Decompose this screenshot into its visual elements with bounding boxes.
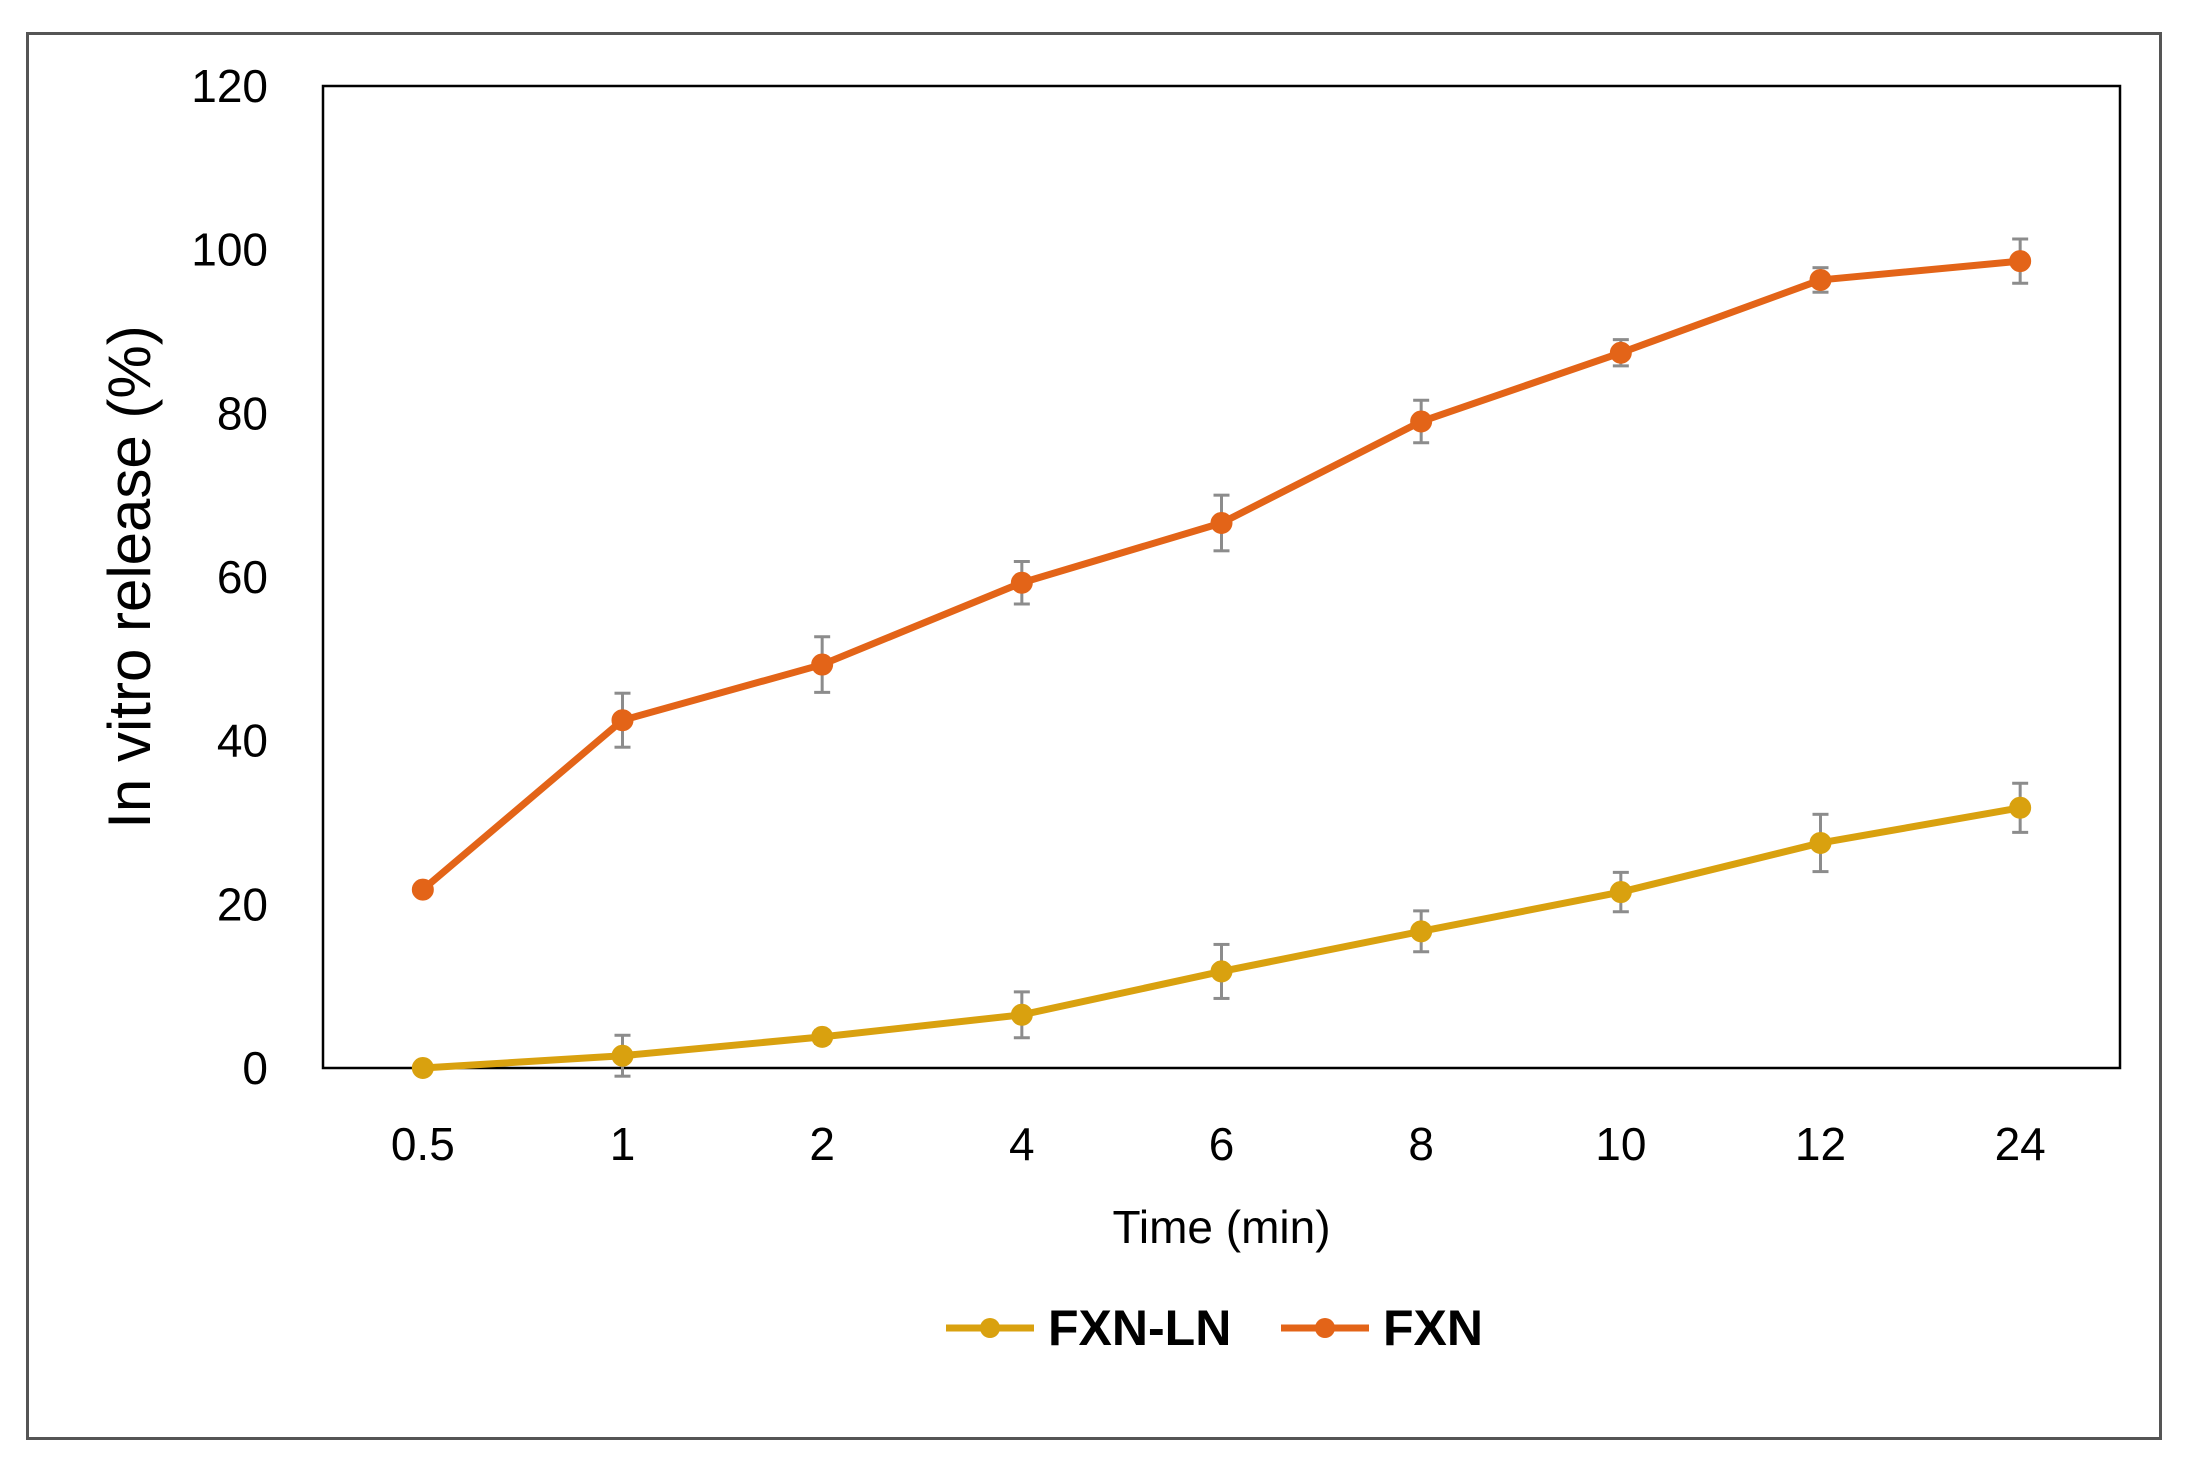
legend: FXN-LN FXN xyxy=(946,1300,1483,1356)
data-point xyxy=(1609,881,1632,904)
y-tick-label: 120 xyxy=(191,60,268,112)
x-tick-label: 24 xyxy=(1995,1118,2046,1170)
x-tick-label: 4 xyxy=(1009,1118,1035,1170)
chart-frame xyxy=(26,32,2162,1440)
y-axis-title: In vitro release (%) xyxy=(96,325,163,829)
legend-label: FXN xyxy=(1383,1300,1483,1356)
y-axis-ticks: 0 20 40 60 80 100 120 xyxy=(191,60,268,1094)
data-point xyxy=(1609,341,1632,364)
data-point xyxy=(611,1044,634,1067)
series-line xyxy=(422,804,2021,1072)
data-point xyxy=(2009,250,2032,273)
legend-item: FXN-LN xyxy=(946,1300,1231,1356)
data-point xyxy=(411,878,434,901)
series-FXN-LN xyxy=(411,781,2032,1079)
x-tick-label: 10 xyxy=(1595,1118,1646,1170)
data-point xyxy=(411,1057,434,1079)
data-point xyxy=(1010,1003,1033,1026)
series-FXN xyxy=(411,237,2032,901)
data-point xyxy=(811,1025,834,1048)
legend-item: FXN xyxy=(1281,1300,1483,1356)
data-point xyxy=(611,709,634,732)
data-point xyxy=(1010,571,1033,594)
series-layer xyxy=(411,237,2032,1079)
y-tick-label: 100 xyxy=(191,224,268,276)
y-tick-label: 0 xyxy=(242,1042,268,1094)
x-tick-label: 6 xyxy=(1209,1118,1235,1170)
x-tick-label: 8 xyxy=(1408,1118,1434,1170)
data-point xyxy=(1410,410,1433,433)
y-tick-label: 20 xyxy=(217,878,268,930)
x-tick-label: 1 xyxy=(610,1118,636,1170)
y-tick-label: 80 xyxy=(217,387,268,439)
legend-marker xyxy=(1315,1318,1335,1338)
x-axis-ticks: 0.5 1 2 4 6 8 10 12 24 xyxy=(391,1118,2046,1170)
series-line xyxy=(420,257,2021,893)
data-point xyxy=(811,653,834,676)
data-point xyxy=(2009,796,2032,819)
y-tick-label: 60 xyxy=(217,551,268,603)
x-tick-label: 12 xyxy=(1795,1118,1846,1170)
x-axis-title: Time (min) xyxy=(1112,1201,1330,1253)
legend-label: FXN-LN xyxy=(1048,1300,1231,1356)
data-point xyxy=(1809,268,1832,291)
legend-marker xyxy=(980,1318,1000,1338)
data-point xyxy=(1809,831,1832,854)
x-tick-label: 2 xyxy=(809,1118,835,1170)
x-tick-label: 0.5 xyxy=(391,1118,455,1170)
plot-area xyxy=(321,84,2122,1070)
data-point xyxy=(1410,920,1433,943)
y-tick-label: 40 xyxy=(217,715,268,767)
data-point xyxy=(1210,511,1233,534)
data-point xyxy=(1210,960,1233,983)
